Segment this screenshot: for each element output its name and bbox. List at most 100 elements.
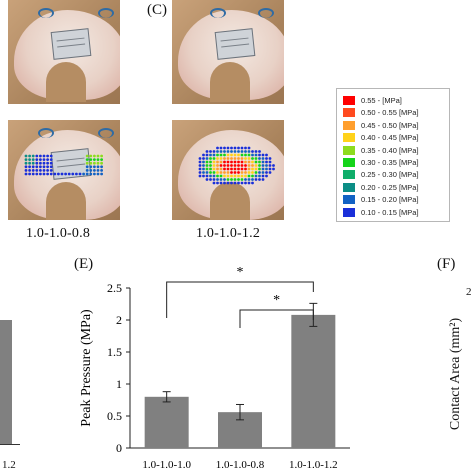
pressure-dot bbox=[230, 174, 233, 178]
pressure-dot bbox=[31, 158, 35, 161]
pressure-dot bbox=[212, 181, 216, 185]
pressure-dot bbox=[233, 174, 237, 178]
pressure-dot bbox=[240, 146, 244, 150]
legend-swatch bbox=[343, 145, 355, 155]
pressure-dot bbox=[254, 157, 258, 160]
pressure-dot bbox=[237, 181, 240, 185]
pressure-dot bbox=[247, 150, 251, 153]
legend-swatch bbox=[343, 158, 355, 167]
pressure-dot bbox=[247, 157, 251, 160]
pressure-dot bbox=[223, 150, 226, 153]
pressure-sensor bbox=[50, 28, 92, 60]
pressure-dot bbox=[244, 160, 247, 164]
pressure-dot bbox=[202, 157, 205, 160]
pressure-dot bbox=[219, 174, 223, 178]
pressure-dot bbox=[93, 154, 96, 158]
peak-pressure-chart: 0 0.5 1 1.5 2 2.5 Peak Pressure (MPa) 1.0-1.0-1… bbox=[79, 265, 350, 471]
legend-swatch bbox=[343, 120, 355, 130]
pressure-dot bbox=[205, 164, 209, 167]
pressure-dot bbox=[223, 181, 226, 185]
pressure-dot bbox=[67, 172, 71, 176]
pressure-dot bbox=[233, 146, 237, 150]
pressure-dot bbox=[268, 164, 272, 167]
pressure-dot bbox=[39, 165, 42, 169]
pressure-dot bbox=[89, 169, 93, 172]
pressure-dot bbox=[205, 160, 209, 164]
pressure-dot bbox=[219, 153, 223, 157]
legend-swatch bbox=[343, 182, 355, 192]
pressure-dot bbox=[75, 172, 78, 176]
pressure-dot bbox=[93, 169, 96, 172]
pressure-dot bbox=[85, 158, 89, 161]
pressure-dot bbox=[216, 171, 219, 174]
pressure-dot bbox=[254, 174, 258, 178]
pressure-dot bbox=[219, 146, 223, 150]
pressure-dot bbox=[202, 160, 205, 164]
pressure-dot bbox=[198, 167, 202, 171]
pressure-dot bbox=[247, 153, 251, 157]
pressure-dot bbox=[219, 167, 223, 171]
pressure-dot bbox=[230, 181, 233, 185]
pressure-dot bbox=[198, 157, 202, 160]
left-partial-tick-label: 1.2 bbox=[2, 459, 16, 471]
pressure-dot bbox=[258, 157, 261, 160]
pressure-dot bbox=[49, 165, 53, 169]
pressure-dot bbox=[254, 171, 258, 174]
pressure-dot bbox=[223, 146, 226, 150]
pressure-dot bbox=[24, 169, 28, 172]
legend-label: 0.35 - 0.40 [MPa] bbox=[361, 145, 419, 155]
pressure-dot bbox=[237, 146, 240, 150]
pressure-dot bbox=[46, 169, 49, 172]
pressure-dot bbox=[28, 161, 31, 165]
pressure-dot bbox=[240, 181, 244, 185]
pressure-dot bbox=[240, 160, 244, 164]
legend-swatch bbox=[343, 195, 355, 205]
pressure-dot bbox=[265, 157, 268, 160]
pressure-dot bbox=[223, 171, 226, 174]
pressure-dot bbox=[233, 181, 237, 185]
f-partial-tick-label: 2 bbox=[466, 286, 472, 298]
pressure-dot bbox=[247, 178, 251, 181]
pressure-dot bbox=[237, 153, 240, 157]
bar bbox=[144, 396, 189, 448]
pressure-dot bbox=[205, 171, 209, 174]
pressure-dot bbox=[237, 164, 240, 167]
pressure-dot bbox=[57, 172, 60, 176]
pressure-dot bbox=[49, 169, 53, 172]
pressure-dot bbox=[39, 154, 42, 158]
legend-swatch bbox=[343, 207, 355, 217]
pressure-dot bbox=[100, 158, 103, 161]
pressure-dot bbox=[233, 171, 237, 174]
pressure-dot bbox=[251, 178, 254, 181]
pressure-dot bbox=[237, 178, 240, 181]
y-tick-label: 1.5 bbox=[107, 345, 122, 359]
significance-bracket bbox=[239, 309, 314, 328]
pressure-dot bbox=[78, 172, 82, 176]
legend-entry: 0.45 - 0.50 [MPa] bbox=[343, 120, 447, 131]
pressure-dot bbox=[258, 178, 261, 181]
pressure-dot bbox=[31, 161, 35, 165]
legend-entry: 0.15 - 0.20 [MPa] bbox=[343, 194, 447, 205]
pressure-dot bbox=[209, 160, 212, 164]
pressure-dot bbox=[240, 174, 244, 178]
pressure-dot bbox=[205, 153, 209, 157]
pressure-dot bbox=[233, 167, 237, 171]
x-tick-label: 1.0-1.0-1.2 bbox=[289, 459, 338, 471]
pressure-dot bbox=[247, 181, 251, 185]
pressure-dot bbox=[39, 161, 42, 165]
pressure-dot bbox=[212, 150, 216, 153]
pressure-dot bbox=[251, 157, 254, 160]
x-tick-label: 1.0-1.0-0.8 bbox=[216, 459, 265, 471]
pressure-dot bbox=[261, 160, 265, 164]
pressure-dot bbox=[258, 160, 261, 164]
pressure-dot bbox=[254, 164, 258, 167]
pressure-dot bbox=[240, 150, 244, 153]
significance-star: * bbox=[273, 293, 280, 308]
pressure-dot bbox=[82, 172, 85, 176]
pressure-dot bbox=[209, 171, 212, 174]
pressure-dot bbox=[226, 153, 230, 157]
pressure-dot bbox=[198, 164, 202, 167]
bar bbox=[291, 314, 336, 448]
legend-label: 0.55 - [MPa] bbox=[361, 96, 402, 105]
pressure-dot bbox=[237, 174, 240, 178]
